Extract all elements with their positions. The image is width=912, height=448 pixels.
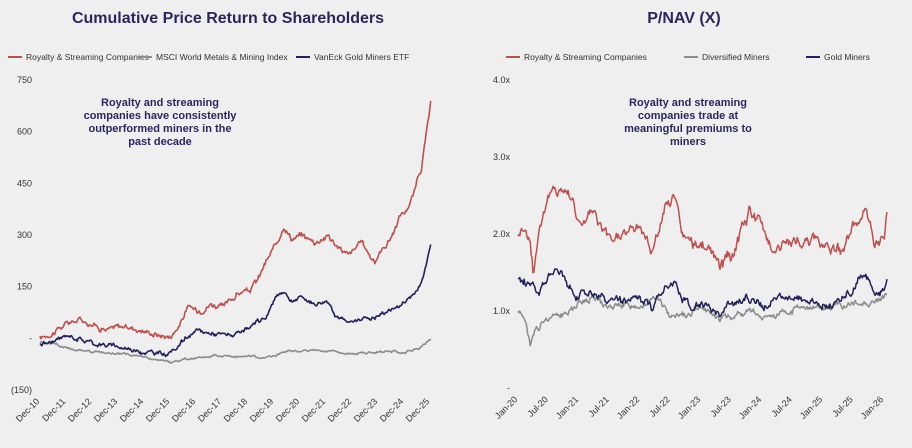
- y-tick-label: 1.0x: [493, 306, 511, 316]
- x-tick-label: Jul-24: [769, 394, 793, 418]
- y-tick-label: 600: [17, 127, 32, 137]
- legend-label: Royalty & Streaming Companies: [26, 52, 149, 62]
- x-tick-label: Jan-23: [676, 394, 703, 421]
- annotation-line: Royalty and streaming: [629, 97, 747, 109]
- x-tick-label: Dec-25: [404, 396, 432, 424]
- chart-title: Cumulative Price Return to Shareholders: [71, 10, 385, 27]
- x-tick-label: Dec-13: [92, 396, 120, 424]
- chart-svg: (150)-150300450600750Dec-10Dec-11Dec-12D…: [8, 52, 432, 424]
- x-tick-label: Dec-14: [118, 396, 146, 424]
- annotation-line: outperformed miners in the: [88, 123, 231, 135]
- x-tick-label: Jan-25: [798, 394, 825, 421]
- y-tick-label: 750: [17, 75, 32, 85]
- legend-label: Royalty & Streaming Companies: [524, 52, 647, 62]
- x-tick-label: Jan-20: [493, 394, 520, 421]
- y-tick-label: -: [29, 333, 32, 343]
- x-tick-label: Jul-25: [830, 394, 854, 418]
- annotation-line: meaningful premiums to: [624, 123, 752, 135]
- x-tick-label: Dec-16: [170, 396, 198, 424]
- x-tick-label: Dec-18: [222, 396, 250, 424]
- y-tick-label: 4.0x: [493, 75, 511, 85]
- annotation-line: miners: [670, 136, 706, 148]
- x-tick-label: Jul-22: [647, 394, 671, 418]
- x-tick-label: Jan-26: [859, 394, 886, 421]
- x-tick-label: Dec-24: [378, 396, 406, 424]
- x-tick-label: Jul-20: [525, 394, 549, 418]
- series-line-1: [517, 185, 888, 274]
- y-tick-label: (150): [11, 385, 32, 395]
- x-tick-label: Dec-10: [14, 396, 42, 424]
- series-line-2: [517, 292, 888, 347]
- x-tick-label: Dec-22: [326, 396, 354, 424]
- annotation-line: past decade: [128, 136, 192, 148]
- series-line-3: [39, 244, 432, 358]
- y-tick-label: 150: [17, 282, 32, 292]
- x-tick-label: Dec-17: [196, 396, 224, 424]
- y-tick-label: 2.0x: [493, 229, 511, 239]
- legend-label: Diversified Miners: [702, 52, 770, 62]
- chart-panel-right: P/NAV (X) -1.0x 2.0x 3.0x 4.0x Jan-20 Jul-20 J…: [456, 0, 912, 448]
- x-tick-label: Jul-23: [708, 394, 732, 418]
- x-tick-label: Dec-21: [300, 396, 328, 424]
- y-tick-label: 3.0x: [493, 152, 511, 162]
- series-line-1: [39, 100, 432, 340]
- legend-label: Gold Miners: [824, 52, 870, 62]
- x-tick-label: Jul-21: [586, 394, 610, 418]
- x-tick-label: Jan-24: [737, 394, 764, 421]
- x-tick-label: Dec-15: [144, 396, 172, 424]
- x-tick-label: Jan-22: [615, 394, 642, 421]
- chart-title: P/NAV (X): [647, 10, 721, 27]
- annotation-line: Royalty and streaming: [101, 97, 219, 109]
- x-tick-label: Dec-11: [40, 396, 67, 423]
- annotation-line: companies have consistently: [84, 110, 238, 122]
- series-line-2: [39, 338, 432, 364]
- legend-label: MSCI World Metals & Mining Index: [156, 52, 288, 62]
- y-tick-label: 300: [17, 230, 32, 240]
- x-tick-label: Dec-23: [352, 396, 380, 424]
- x-tick-label: Dec-12: [66, 396, 94, 424]
- legend-label: VanEck Gold Miners ETF: [314, 52, 409, 62]
- x-tick-label: Dec-19: [248, 396, 276, 424]
- x-tick-label: Dec-20: [274, 396, 302, 424]
- y-tick-label: 450: [17, 178, 32, 188]
- x-tick-label: Jan-21: [554, 394, 581, 421]
- y-tick-label: -: [507, 383, 510, 393]
- series-line-3: [517, 268, 888, 318]
- annotation-line: companies trade at: [638, 110, 739, 122]
- chart-panel-left: Cumulative Price Return to Shareholders …: [8, 10, 432, 424]
